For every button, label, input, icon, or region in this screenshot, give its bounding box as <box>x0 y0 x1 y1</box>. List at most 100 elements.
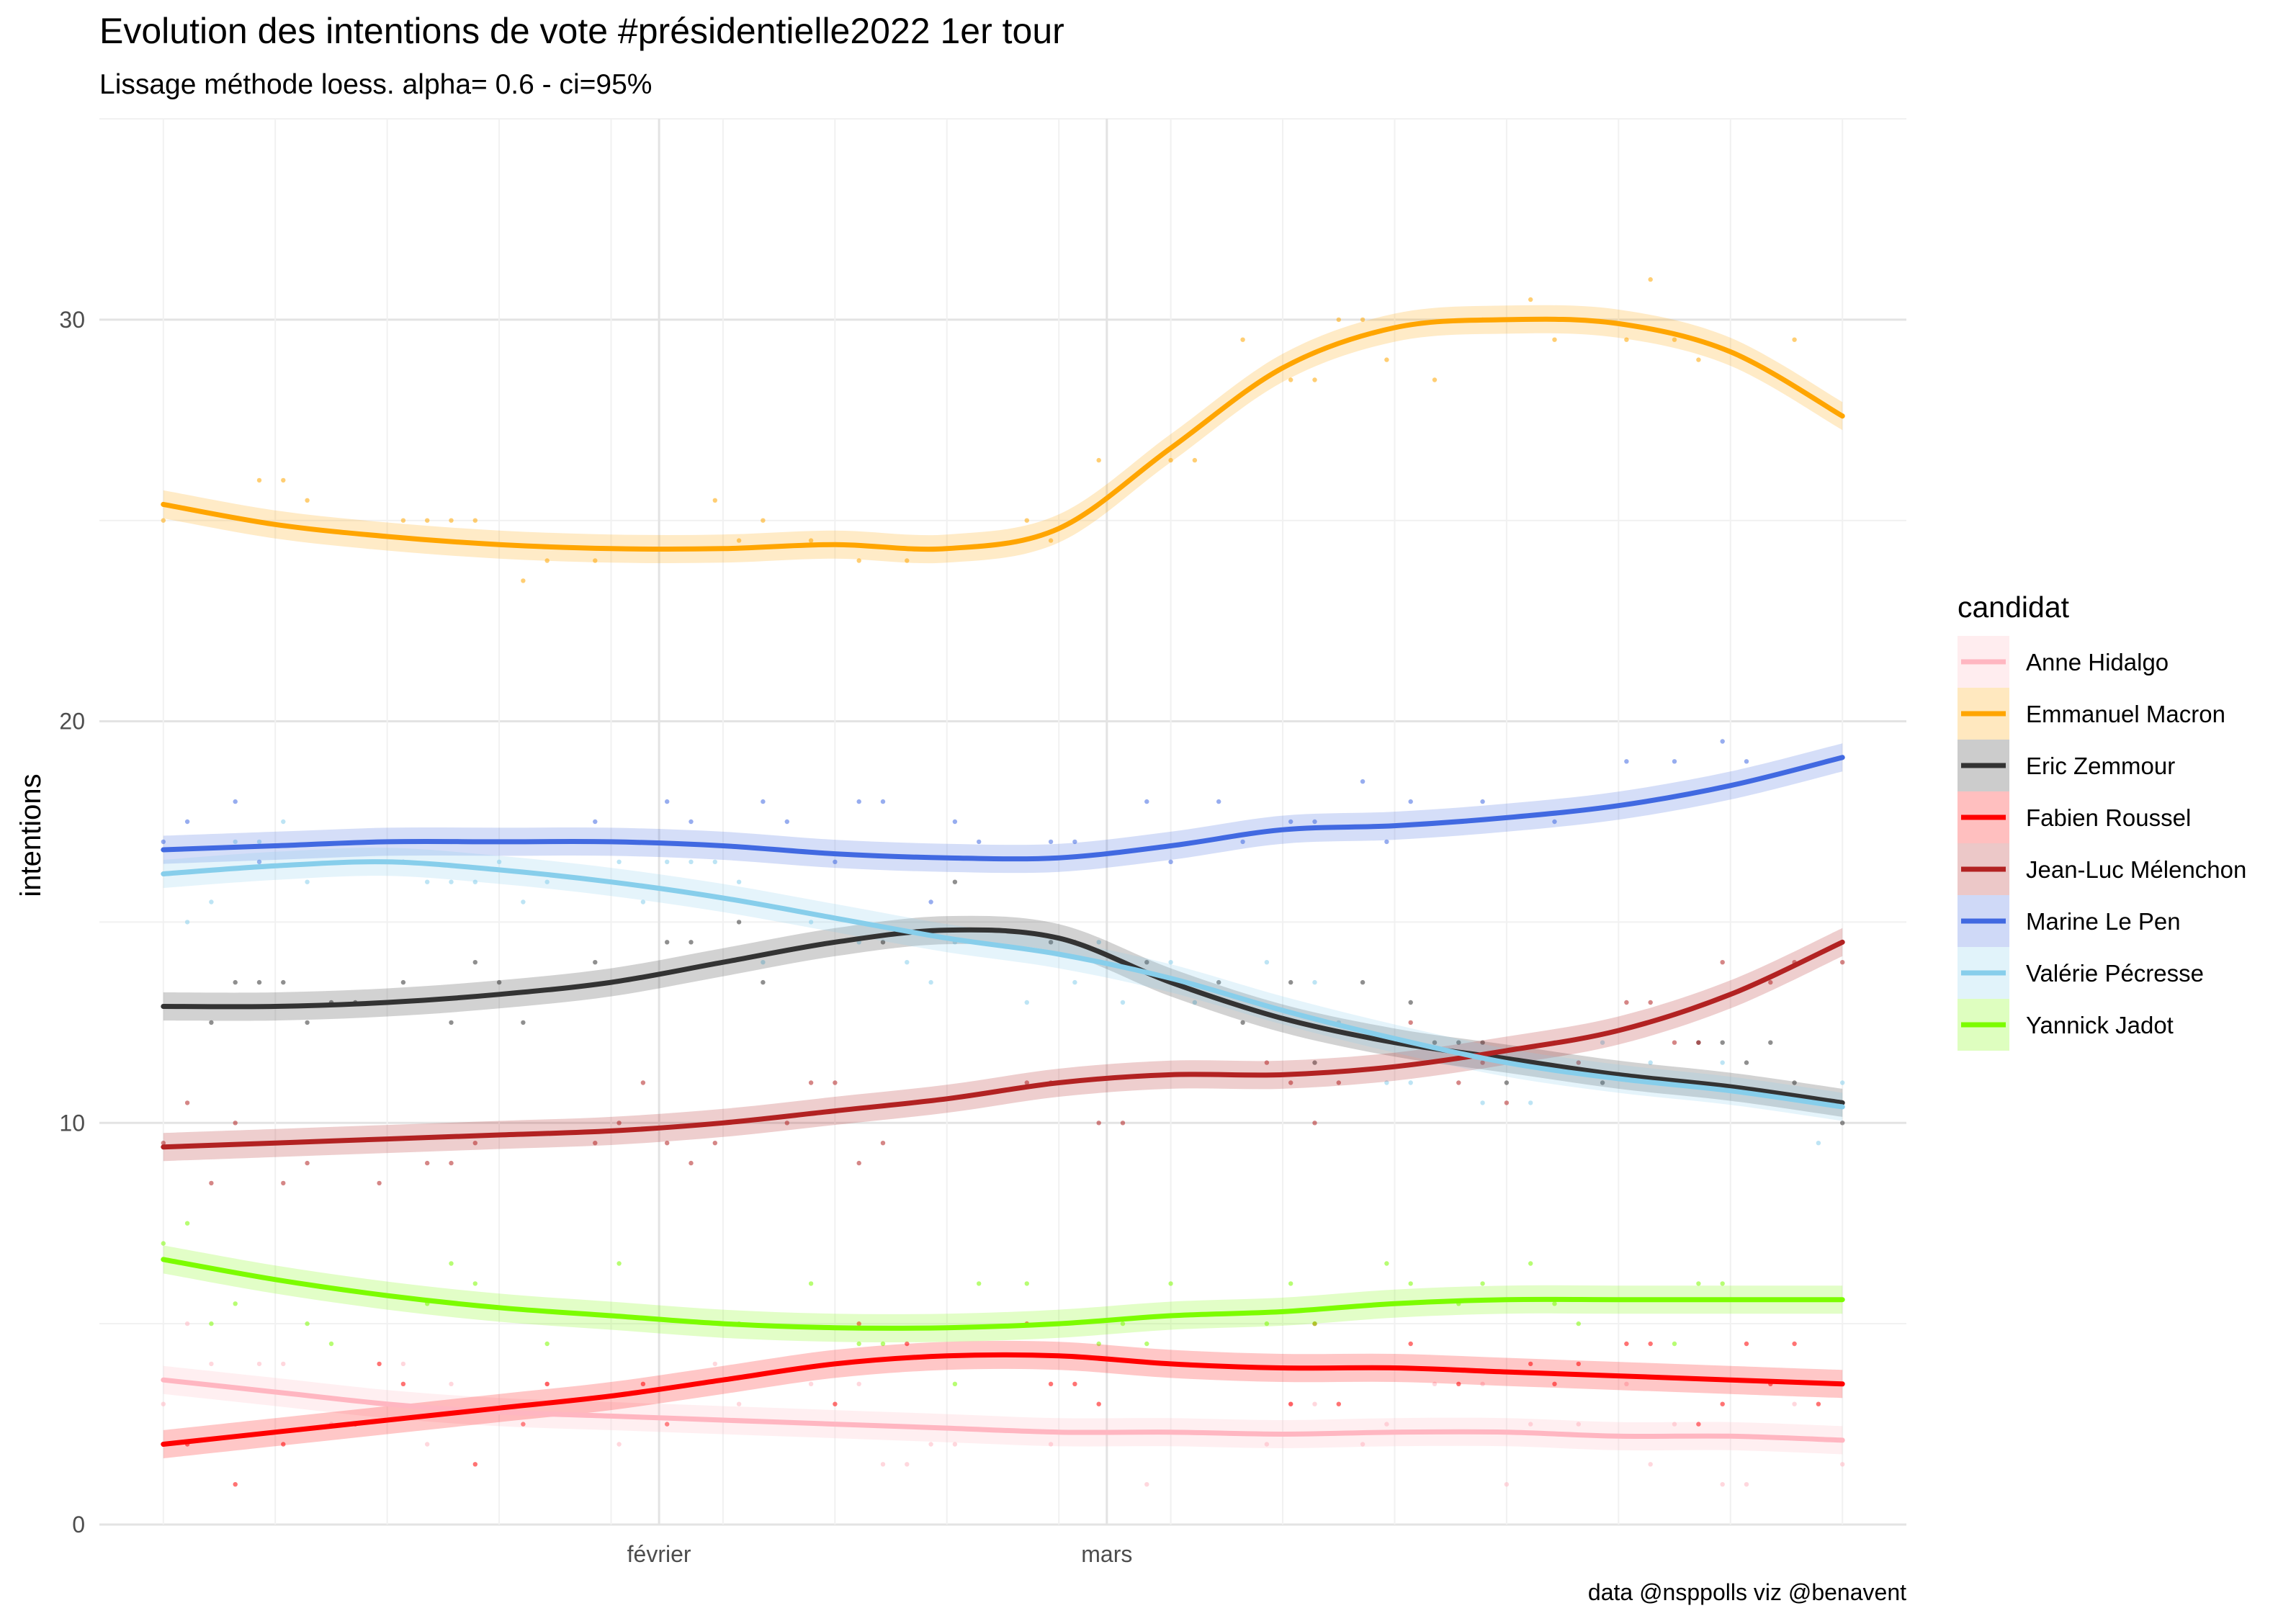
poll-point <box>1120 1000 1126 1005</box>
poll-point <box>1048 839 1054 845</box>
poll-point <box>449 518 454 523</box>
poll-point <box>1816 1401 1821 1406</box>
poll-point <box>1312 1060 1317 1065</box>
poll-point <box>880 799 886 804</box>
poll-point <box>472 518 477 523</box>
poll-point <box>425 1442 430 1447</box>
poll-point <box>856 1381 861 1387</box>
poll-point <box>689 819 694 825</box>
poll-point <box>1792 337 1797 342</box>
poll-point <box>1216 979 1221 985</box>
poll-point <box>1624 1000 1629 1005</box>
poll-point <box>712 859 717 865</box>
poll-point <box>449 1160 454 1166</box>
poll-point <box>1072 839 1077 845</box>
poll-point <box>544 879 550 884</box>
poll-point <box>1696 1040 1701 1045</box>
poll-point <box>1096 1121 1101 1126</box>
poll-point <box>472 879 477 884</box>
series-line <box>161 1257 1845 1331</box>
poll-point <box>1048 1442 1054 1447</box>
series-line <box>161 755 1845 862</box>
poll-point <box>665 799 670 804</box>
poll-point <box>1672 1341 1677 1347</box>
poll-point <box>184 819 190 825</box>
poll-point <box>808 1080 814 1085</box>
poll-point <box>1672 759 1677 764</box>
poll-point <box>616 859 622 865</box>
poll-point <box>449 879 454 884</box>
poll-point <box>952 879 958 884</box>
poll-point <box>833 859 838 865</box>
poll-point <box>1408 1341 1413 1347</box>
poll-point <box>1480 1100 1485 1105</box>
poll-point <box>1624 337 1629 342</box>
legend-label: Marine Le Pen <box>2026 908 2181 935</box>
poll-point <box>1480 1060 1485 1065</box>
poll-point <box>1432 1381 1438 1387</box>
ci-band <box>163 928 1843 1162</box>
poll-point <box>689 1160 694 1166</box>
smoothed-lines <box>161 316 1845 1447</box>
poll-point <box>161 839 166 845</box>
poll-point <box>1744 1060 1749 1065</box>
poll-point <box>1216 799 1221 804</box>
poll-point <box>1144 960 1149 965</box>
poll-point <box>1384 1261 1389 1266</box>
poll-point <box>256 477 262 483</box>
poll-point <box>593 1141 598 1146</box>
poll-point <box>1552 1381 1557 1387</box>
poll-point <box>1480 1281 1485 1286</box>
poll-point <box>1672 1422 1677 1427</box>
poll-point <box>1672 337 1677 342</box>
poll-point <box>1576 1321 1581 1327</box>
poll-point <box>1720 1281 1725 1286</box>
series-line <box>161 316 1845 552</box>
poll-point <box>400 1381 406 1387</box>
poll-point <box>1336 1401 1342 1406</box>
poll-point <box>233 979 238 985</box>
poll-point <box>593 960 598 965</box>
poll-point <box>1288 377 1293 382</box>
poll-point <box>305 1321 310 1327</box>
poll-point <box>449 1381 454 1387</box>
poll-point <box>905 1341 910 1347</box>
poll-point <box>977 839 982 845</box>
poll-point <box>1336 1080 1342 1085</box>
poll-point <box>281 819 286 825</box>
poll-point <box>209 1020 214 1025</box>
poll-point <box>1840 1121 1845 1126</box>
poll-point <box>712 1141 717 1146</box>
poll-point <box>305 498 310 503</box>
poll-point <box>1312 1121 1317 1126</box>
poll-point <box>377 1361 382 1367</box>
poll-point <box>1480 799 1485 804</box>
poll-point <box>1240 337 1245 342</box>
y-tick-label: 10 <box>59 1110 85 1136</box>
poll-point <box>1624 759 1629 764</box>
poll-point <box>425 1160 430 1166</box>
poll-point <box>184 920 190 925</box>
poll-point <box>1432 377 1438 382</box>
poll-point <box>1408 799 1413 804</box>
poll-point <box>1024 1080 1030 1085</box>
poll-point <box>856 1321 861 1327</box>
poll-point <box>1312 819 1317 825</box>
poll-point <box>1360 317 1366 323</box>
poll-point <box>1384 357 1389 362</box>
poll-point <box>161 1141 166 1146</box>
poll-point <box>905 1462 910 1467</box>
poll-point <box>209 1361 214 1367</box>
poll-point <box>1024 1281 1030 1286</box>
poll-point <box>1072 979 1077 985</box>
poll-point <box>761 979 766 985</box>
poll-point <box>184 1321 190 1327</box>
scatter-points <box>161 277 1845 1487</box>
poll-point <box>1624 1341 1629 1347</box>
poll-point <box>1792 1080 1797 1085</box>
poll-point <box>808 538 814 543</box>
poll-point <box>161 1241 166 1246</box>
confidence-bands <box>163 305 1843 1458</box>
poll-point <box>256 859 262 865</box>
poll-point <box>736 538 742 543</box>
